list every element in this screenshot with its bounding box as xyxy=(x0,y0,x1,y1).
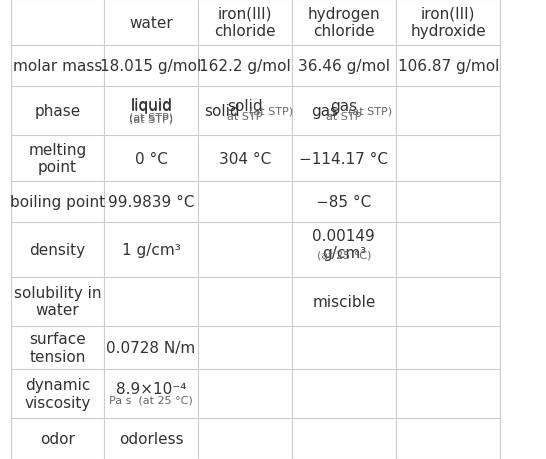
Text: 8.9×10⁻⁴: 8.9×10⁻⁴ xyxy=(116,381,186,396)
Text: 106.87 g/mol: 106.87 g/mol xyxy=(397,59,499,74)
Text: (at STP): (at STP) xyxy=(129,115,173,124)
Text: liquid: liquid xyxy=(130,98,172,113)
Text: 99.9839 °C: 99.9839 °C xyxy=(108,195,194,210)
Text: at STP: at STP xyxy=(326,112,361,122)
Text: −85 °C: −85 °C xyxy=(316,195,371,210)
Text: −114.17 °C: −114.17 °C xyxy=(299,151,388,166)
Text: (at 25 °C): (at 25 °C) xyxy=(317,251,371,260)
Text: iron(III)
hydroxide: iron(III) hydroxide xyxy=(411,7,486,39)
Text: hydrogen
chloride: hydrogen chloride xyxy=(307,7,380,39)
Text: (at STP): (at STP) xyxy=(129,112,173,122)
Text: odor: odor xyxy=(40,431,75,446)
Text: surface
tension: surface tension xyxy=(29,331,86,364)
Text: solid: solid xyxy=(227,98,263,113)
Text: at STP: at STP xyxy=(227,112,263,122)
Text: (at STP): (at STP) xyxy=(242,106,293,116)
Text: 18.015 g/mol: 18.015 g/mol xyxy=(100,59,201,74)
Text: solid: solid xyxy=(204,104,240,119)
Text: melting
point: melting point xyxy=(28,143,86,175)
Text: (at STP): (at STP) xyxy=(341,106,393,116)
Text: gas: gas xyxy=(311,104,339,119)
Text: water: water xyxy=(129,16,173,31)
Text: Pa s  (at 25 °C): Pa s (at 25 °C) xyxy=(109,394,193,404)
Text: 0 °C: 0 °C xyxy=(135,151,168,166)
Text: 162.2 g/mol: 162.2 g/mol xyxy=(199,59,290,74)
Text: phase: phase xyxy=(34,104,80,119)
Text: density: density xyxy=(29,242,86,257)
Text: liquid: liquid xyxy=(130,98,172,113)
Text: 1 g/cm³: 1 g/cm³ xyxy=(122,242,181,257)
Text: solubility in
water: solubility in water xyxy=(14,285,101,318)
Text: dynamic
viscosity: dynamic viscosity xyxy=(24,378,91,410)
Text: odorless: odorless xyxy=(119,431,183,446)
Text: 0.00149
g/cm³: 0.00149 g/cm³ xyxy=(312,228,375,261)
Text: miscible: miscible xyxy=(312,294,376,309)
Text: boiling point: boiling point xyxy=(10,195,105,210)
Text: iron(III)
chloride: iron(III) chloride xyxy=(214,7,276,39)
Text: gas: gas xyxy=(330,98,358,113)
Text: 0.0728 N/m: 0.0728 N/m xyxy=(106,340,195,355)
Text: 36.46 g/mol: 36.46 g/mol xyxy=(298,59,390,74)
Text: molar mass: molar mass xyxy=(13,59,102,74)
Text: 304 °C: 304 °C xyxy=(219,151,271,166)
